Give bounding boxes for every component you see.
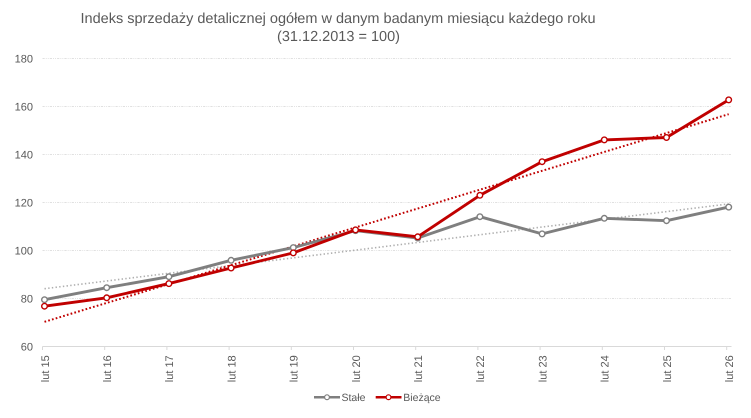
svg-text:lut 24: lut 24 <box>600 355 612 382</box>
svg-text:Bieżące: Bieżące <box>403 392 441 404</box>
svg-text:160: 160 <box>15 101 33 113</box>
svg-text:100: 100 <box>15 245 33 257</box>
svg-text:lut 21: lut 21 <box>413 355 425 382</box>
svg-text:lut 18: lut 18 <box>226 355 238 382</box>
svg-text:lut 19: lut 19 <box>289 355 301 382</box>
svg-text:lut 16: lut 16 <box>102 355 114 382</box>
svg-text:lut 23: lut 23 <box>537 355 549 382</box>
svg-text:lut 22: lut 22 <box>475 355 487 382</box>
svg-text:80: 80 <box>21 293 33 305</box>
svg-text:120: 120 <box>15 197 33 209</box>
svg-text:lut 26: lut 26 <box>724 355 736 382</box>
svg-text:180: 180 <box>15 53 33 65</box>
svg-text:Stałe: Stałe <box>342 392 366 404</box>
svg-text:lut 25: lut 25 <box>662 355 674 382</box>
svg-text:lut 17: lut 17 <box>164 355 176 382</box>
svg-text:140: 140 <box>15 149 33 161</box>
svg-text:lut 20: lut 20 <box>351 355 363 382</box>
svg-text:60: 60 <box>21 341 33 353</box>
svg-text:(31.12.2013 = 100): (31.12.2013 = 100) <box>277 29 400 45</box>
svg-text:Indeks sprzedaży detalicznej o: Indeks sprzedaży detalicznej ogółem w da… <box>80 11 595 27</box>
svg-text:lut 15: lut 15 <box>40 355 52 382</box>
